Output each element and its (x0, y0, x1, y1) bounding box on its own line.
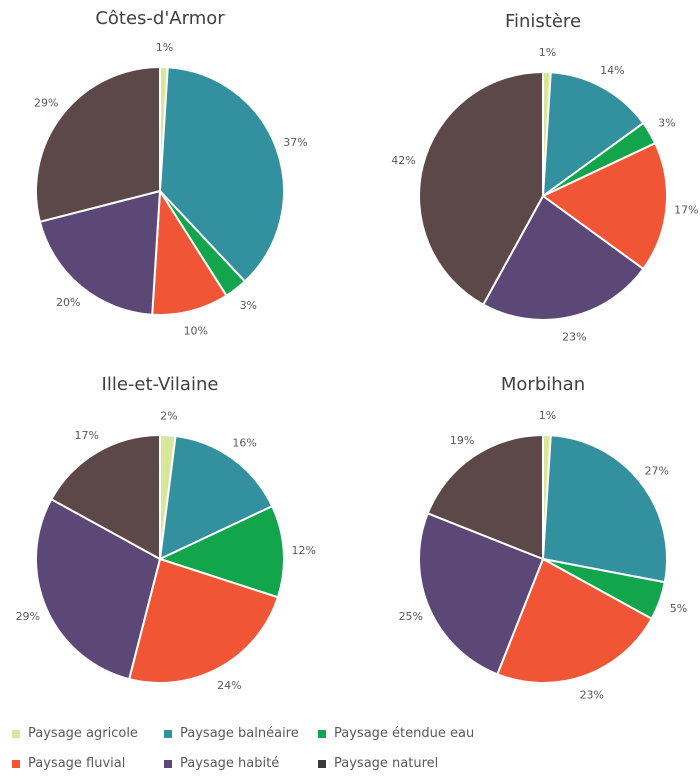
pie-label-ille-et-vilaine-paysage-fluvial: 24% (217, 679, 241, 692)
pie-label-morbihan-paysage-agricole: 1% (539, 409, 556, 422)
pie-charts: Côtes-d'Armor 1% 37% 3% 10% 20% 29% Finistère 1%… (16, 8, 699, 700)
pie-slice-ille-et-vilaine-paysage-fluvial (128, 558, 279, 684)
pie-slice-cotes-d-armor-paysage-balneaire (159, 66, 285, 283)
legend: Paysage agricole Paysage balnéaire Paysa… (0, 720, 700, 776)
pie-slice-morbihan-paysage-habite (418, 512, 544, 676)
pie-slice-ille-et-vilaine-paysage-balneaire (159, 434, 274, 560)
pie-label-morbihan-paysage-balneaire: 27% (645, 465, 669, 478)
pie-slice-ille-et-vilaine-paysage-habite (35, 498, 161, 681)
pie-label-cotes-d-armor-paysage-habite: 20% (56, 296, 80, 309)
pie-label-morbihan-paysage-naturel: 19% (450, 434, 474, 447)
legend-swatch-balneaire (164, 729, 172, 738)
pie-title-finistere: Finistère (505, 11, 581, 32)
legend-item-naturel: Paysage naturel (318, 756, 438, 771)
pie-label-ille-et-vilaine-paysage-habite: 29% (16, 610, 40, 623)
legend-swatch-naturel (318, 759, 326, 768)
legend-swatch-agricole (12, 729, 20, 738)
pie-label-ille-et-vilaine-paysage-naturel: 17% (74, 429, 98, 442)
legend-item-fluvial: Paysage fluvial (12, 756, 125, 771)
pie-label-finistere-paysage-fluvial: 17% (674, 204, 698, 217)
legend-label-balneaire: Paysage balnéaire (180, 726, 299, 741)
pie-label-morbihan-paysage-habite: 25% (399, 610, 423, 623)
pie-morbihan: Morbihan 1% 27% 5% 23% 25% 19% (399, 374, 688, 700)
pie-slice-cotes-d-armor-paysage-habite (38, 190, 161, 316)
pie-label-cotes-d-armor-paysage-naturel: 29% (34, 97, 58, 110)
pie-title-cotes-d-armor: Côtes-d'Armor (95, 8, 225, 29)
pie-slice-ille-et-vilaine-paysage-etendue-eau (159, 505, 285, 599)
legend-item-balneaire: Paysage balnéaire (164, 726, 299, 741)
pie-finistere: Finistère 1% 14% 3% 17% 23% 42% (391, 11, 698, 344)
pie-slice-ille-et-vilaine-paysage-naturel (50, 434, 161, 560)
pie-slice-finistere-paysage-naturel (418, 71, 544, 306)
pie-label-cotes-d-armor-paysage-agricole: 1% (156, 41, 173, 54)
pie-label-cotes-d-armor-paysage-balneaire: 37% (283, 136, 307, 149)
pie-slice-finistere-paysage-balneaire (542, 71, 645, 197)
pie-label-finistere-paysage-agricole: 1% (539, 46, 556, 59)
pie-cotes-d-armor: Côtes-d'Armor 1% 37% 3% 10% 20% 29% (34, 8, 308, 338)
legend-item-etendue-eau: Paysage étendue eau (318, 726, 474, 741)
legend-swatch-habite (164, 759, 172, 768)
pie-slice-cotes-d-armor-paysage-naturel (35, 66, 161, 223)
pie-label-finistere-paysage-naturel: 42% (391, 154, 415, 167)
pie-slice-morbihan-paysage-fluvial (496, 558, 653, 684)
pie-label-cotes-d-armor-paysage-fluvial: 10% (184, 325, 208, 338)
legend-label-fluvial: Paysage fluvial (28, 756, 126, 771)
pie-label-ille-et-vilaine-paysage-etendue-eau: 12% (291, 544, 315, 557)
pie-label-finistere-paysage-etendue-eau: 3% (658, 117, 675, 130)
pie-label-finistere-paysage-habite: 23% (562, 331, 586, 344)
pie-slice-finistere-paysage-habite (482, 195, 645, 322)
legend-label-etendue-eau: Paysage étendue eau (334, 726, 475, 741)
pie-slice-finistere-paysage-fluvial (542, 142, 668, 270)
legend-swatch-etendue-eau (318, 729, 326, 738)
legend-label-naturel: Paysage naturel (334, 756, 439, 771)
legend-label-agricole: Paysage agricole (28, 726, 138, 741)
pie-label-cotes-d-armor-paysage-etendue-eau: 3% (240, 299, 257, 312)
pie-label-finistere-paysage-balneaire: 14% (600, 64, 624, 77)
legend-label-habite: Paysage habité (180, 756, 280, 771)
legend-swatch-fluvial (12, 759, 20, 768)
pie-label-ille-et-vilaine-paysage-agricole: 2% (160, 409, 177, 422)
pie-ille-et-vilaine: Ille-et-Vilaine 2% 16% 12% 24% 29% 17% (16, 374, 316, 692)
legend-item-habite: Paysage habité (164, 756, 279, 771)
pie-title-morbihan: Morbihan (501, 374, 585, 395)
pie-title-ille-et-vilaine: Ille-et-Vilaine (102, 374, 219, 395)
pie-label-morbihan-paysage-etendue-eau: 5% (670, 602, 687, 615)
pie-label-morbihan-paysage-fluvial: 23% (580, 689, 604, 701)
legend-item-agricole: Paysage agricole (12, 726, 138, 741)
pie-slice-cotes-d-armor-paysage-fluvial (151, 190, 228, 317)
pie-slice-morbihan-paysage-naturel (426, 434, 544, 560)
pie-label-ille-et-vilaine-paysage-balneaire: 16% (232, 437, 256, 450)
pie-slice-morbihan-paysage-balneaire (542, 434, 668, 584)
